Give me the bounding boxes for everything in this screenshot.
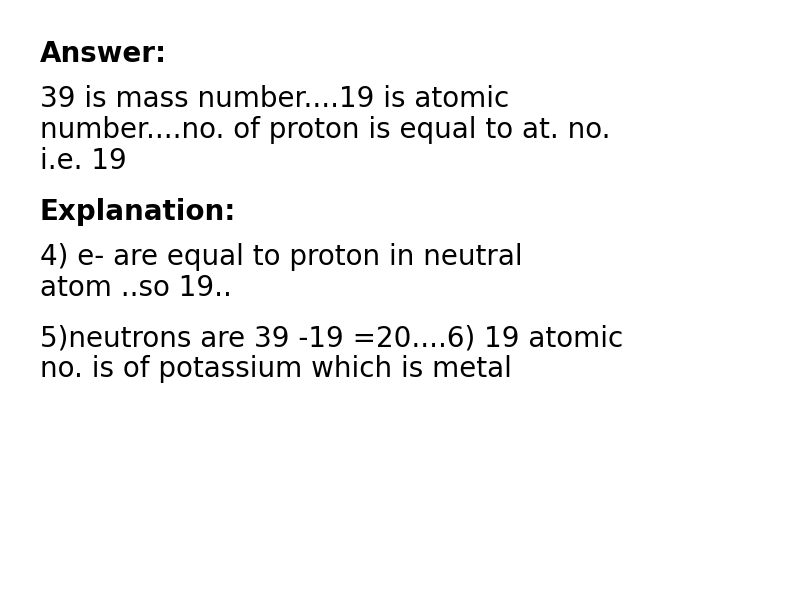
- Text: i.e. 19: i.e. 19: [40, 148, 126, 175]
- Text: Explanation:: Explanation:: [40, 197, 236, 226]
- Text: no. is of potassium which is metal: no. is of potassium which is metal: [40, 355, 512, 383]
- Text: atom ..so 19..: atom ..so 19..: [40, 274, 232, 302]
- Text: 39 is mass number....19 is atomic: 39 is mass number....19 is atomic: [40, 85, 510, 113]
- Text: 4) e- are equal to proton in neutral: 4) e- are equal to proton in neutral: [40, 243, 522, 271]
- Text: 5)neutrons are 39 -19 =20....6) 19 atomic: 5)neutrons are 39 -19 =20....6) 19 atomi…: [40, 324, 623, 352]
- Text: number....no. of proton is equal to at. no.: number....no. of proton is equal to at. …: [40, 116, 610, 145]
- Text: Answer:: Answer:: [40, 40, 167, 68]
